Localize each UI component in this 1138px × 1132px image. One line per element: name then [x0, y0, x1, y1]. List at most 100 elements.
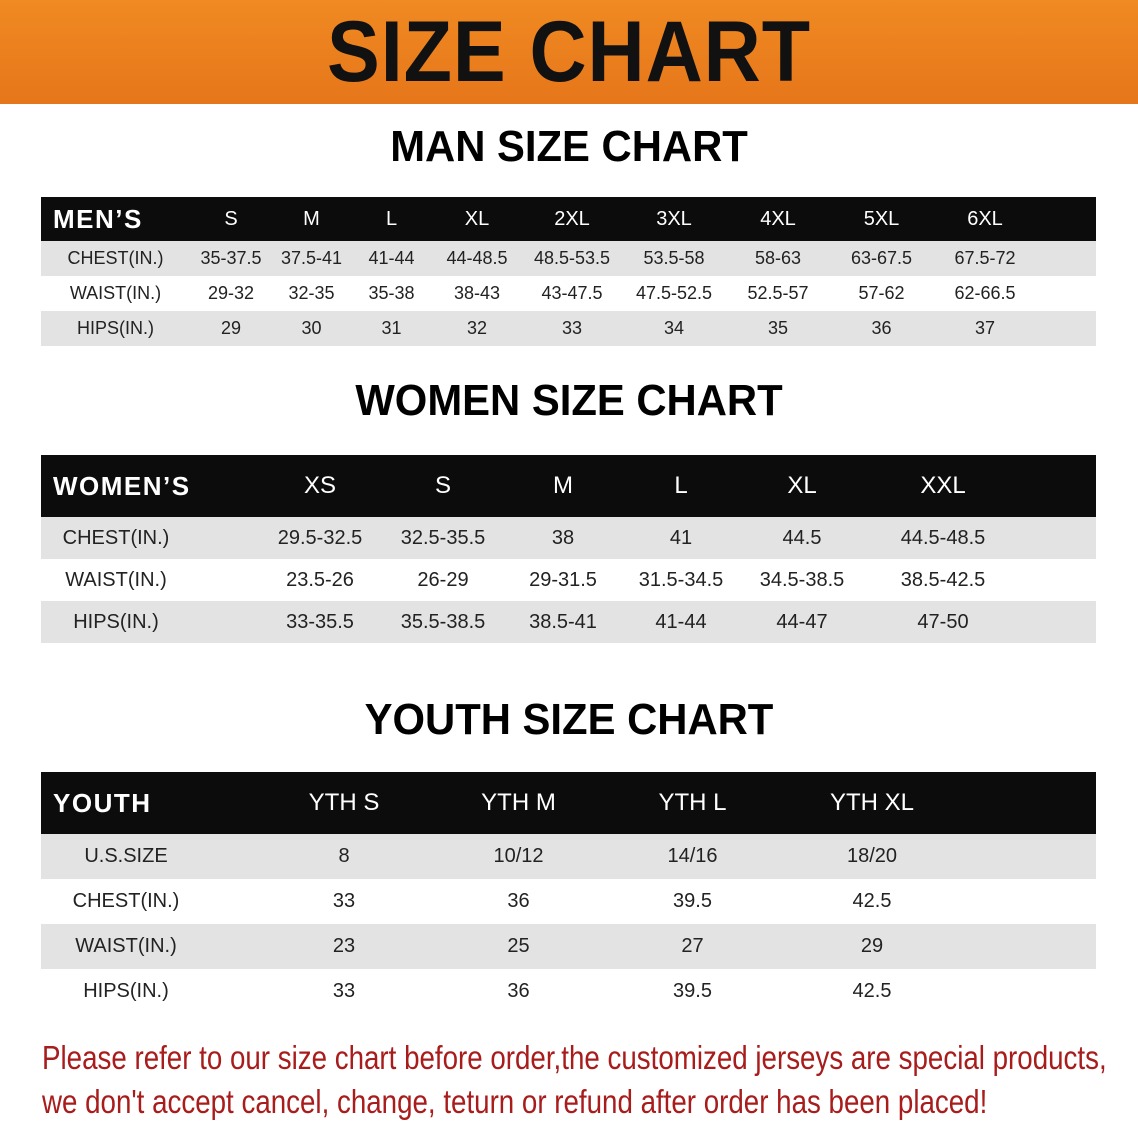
cell-value: 67.5-72	[954, 248, 1016, 268]
row-label: HIPS(IN.)	[83, 980, 169, 1002]
table-header-row: MEN’S S M L XL 2XL 3XL 4XL 5XL 6XL	[41, 197, 1096, 241]
cell-value: 58-63	[754, 248, 802, 268]
men-heading: MAN SIZE CHART	[390, 122, 748, 171]
cell-value: 33-35.5	[286, 610, 354, 633]
size-header: XXL	[920, 472, 966, 499]
youth-heading: YOUTH SIZE CHART	[364, 695, 774, 744]
cell-value: 33	[561, 318, 583, 338]
table-header-row: WOMEN’S XS S M L XL XXL	[41, 455, 1096, 517]
table-row: CHEST(IN.) 33 36 39.5 42.5	[41, 879, 1096, 924]
cell-value: 36	[507, 890, 530, 912]
row-label: HIPS(IN.)	[76, 318, 154, 338]
cell-value: 29	[860, 935, 884, 957]
cell-value: 34.5-38.5	[759, 568, 845, 591]
cell-value: 29-31.5	[529, 568, 597, 591]
row-label: U.S.SIZE	[84, 845, 168, 867]
cell-value: 42.5	[852, 890, 892, 912]
size-header: L	[674, 472, 688, 499]
cell-value: 32-35	[288, 283, 335, 303]
row-label: CHEST(IN.)	[62, 526, 170, 549]
table-row: HIPS(IN.) 33 36 39.5 42.5	[41, 969, 1096, 1014]
cell-value: 33	[332, 890, 356, 912]
cell-value: 23.5-26	[286, 568, 354, 591]
cell-value: 35-37.5	[200, 248, 262, 268]
size-header: 2XL	[554, 207, 590, 230]
header-label: MEN’S	[53, 203, 143, 234]
row-label: WAIST(IN.)	[75, 935, 177, 957]
cell-value: 35	[767, 318, 789, 338]
cell-value: 32.5-35.5	[400, 526, 486, 549]
size-header: YTH S	[308, 789, 380, 816]
cell-value: 38	[551, 526, 575, 549]
row-label: WAIST(IN.)	[65, 568, 167, 591]
size-header: 4XL	[760, 207, 796, 230]
cell-value: 31	[381, 318, 402, 338]
cell-value: 38.5-41	[529, 610, 597, 633]
row-label: CHEST(IN.)	[67, 248, 164, 268]
cell-value: 44.5	[782, 526, 822, 549]
cell-value: 29.5-32.5	[277, 526, 363, 549]
cell-value: 29-32	[207, 283, 255, 303]
size-header: YTH M	[481, 789, 556, 816]
cell-value: 36	[871, 318, 892, 338]
women-size-table: WOMEN’S XS S M L XL XXL CHEST(IN.) 29.5-32.5 32.5…	[41, 455, 1096, 643]
size-header: M	[553, 472, 573, 499]
cell-value: 63-67.5	[850, 248, 913, 268]
cell-value: 14/16	[667, 845, 718, 867]
cell-value: 25	[507, 935, 530, 957]
cell-value: 34	[663, 318, 685, 338]
cell-value: 38-43	[453, 283, 501, 303]
order-notice: Please refer to our size chart before or…	[42, 1036, 1107, 1124]
cell-value: 36	[507, 980, 530, 1002]
cell-value: 10/12	[493, 845, 544, 867]
cell-value: 52.5-57	[747, 283, 809, 303]
page-title: SIZE CHART	[327, 3, 811, 100]
cell-value: 31.5-34.5	[638, 568, 724, 591]
row-label: WAIST(IN.)	[69, 283, 162, 303]
cell-value: 48.5-53.5	[533, 248, 611, 268]
table-row: CHEST(IN.) 29.5-32.5 32.5-35.5 38 41 44.5 44.5…	[41, 517, 1096, 559]
cell-value: 42.5	[852, 980, 892, 1002]
men-size-table: MEN’S S M L XL 2XL 3XL 4XL 5XL 6XL CHEST(IN.) 35-37…	[41, 197, 1096, 346]
cell-value: 35.5-38.5	[400, 610, 486, 633]
cell-value: 8	[338, 845, 350, 867]
notice-line-2: we don't accept cancel, change, teturn o…	[42, 1083, 988, 1120]
size-header: M	[303, 207, 320, 230]
cell-value: 29	[220, 318, 242, 338]
table-row: WAIST(IN.) 23.5-26 26-29 29-31.5 31.5-34.5 34…	[41, 559, 1096, 601]
cell-value: 32	[466, 318, 488, 338]
row-label: HIPS(IN.)	[73, 610, 159, 633]
table-row: WAIST(IN.) 29-32 32-35 35-38 38-43 43-47.5 47.…	[41, 276, 1096, 311]
cell-value: 57-62	[858, 283, 905, 303]
cell-value: 27	[681, 935, 704, 957]
cell-value: 38.5-42.5	[900, 568, 986, 591]
table-row: HIPS(IN.) 33-35.5 35.5-38.5 38.5-41 41-44 44-…	[41, 601, 1096, 643]
cell-value: 53.5-58	[643, 248, 705, 268]
size-header: 5XL	[863, 207, 900, 230]
table-row: U.S.SIZE 8 10/12 14/16 18/20	[41, 834, 1096, 879]
cell-value: 47-50	[917, 610, 969, 633]
table-header-row: YOUTH YTH S YTH M YTH L YTH XL	[41, 772, 1096, 834]
cell-value: 44-47	[776, 610, 828, 633]
size-header: YTH L	[658, 789, 727, 816]
size-header: XS	[303, 472, 336, 499]
cell-value: 37.5-41	[280, 248, 343, 268]
size-header: 6XL	[967, 207, 1003, 230]
cell-value: 39.5	[673, 980, 712, 1002]
row-label: CHEST(IN.)	[72, 890, 180, 912]
size-header: S	[224, 207, 238, 230]
cell-value: 62-66.5	[954, 283, 1016, 303]
size-header: YTH XL	[829, 789, 915, 816]
size-header: XL	[464, 207, 490, 230]
table-row: CHEST(IN.) 35-37.5 37.5-41 41-44 44-48.5 48.5…	[41, 241, 1096, 276]
youth-size-table: YOUTH YTH S YTH M YTH L YTH XL U.S.SIZE 8 10/12…	[41, 772, 1096, 1014]
header-label: WOMEN’S	[53, 470, 191, 501]
cell-value: 30	[301, 318, 322, 338]
size-header: 3XL	[656, 207, 692, 230]
cell-value: 43-47.5	[541, 283, 603, 303]
cell-value: 47.5-52.5	[635, 283, 713, 303]
cell-value: 39.5	[673, 890, 712, 912]
size-header: L	[385, 207, 398, 230]
cell-value: 41-44	[368, 248, 415, 268]
cell-value: 41	[669, 526, 693, 549]
